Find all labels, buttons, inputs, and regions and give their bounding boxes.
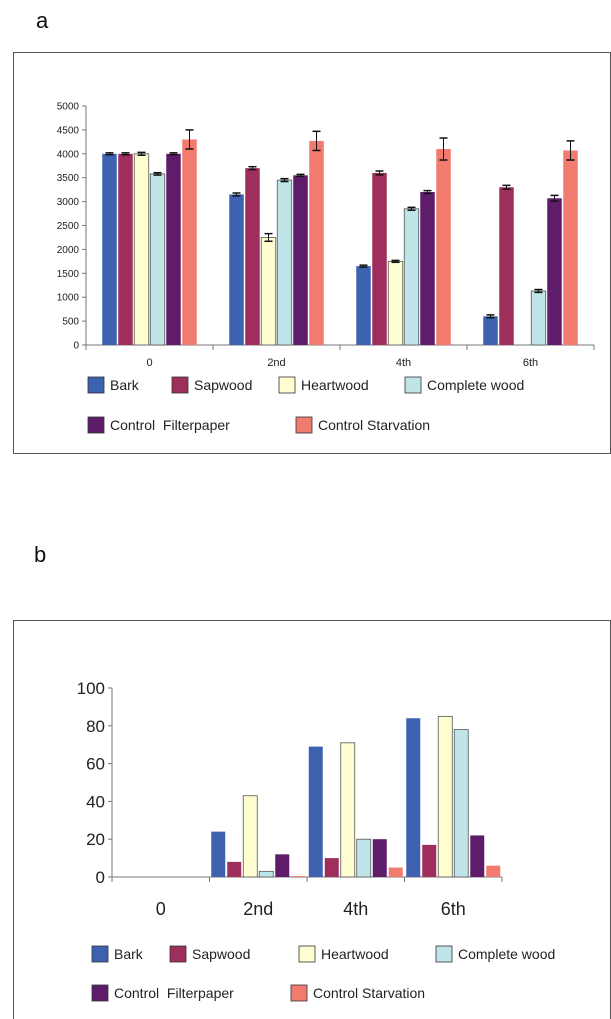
bar-control-filterpaper-6th — [547, 198, 562, 345]
bar-complete-wood-0 — [149, 173, 166, 346]
legend-swatch-complete-wood — [435, 945, 453, 963]
bar-control-filterpaper-6th — [470, 835, 485, 877]
legend-swatch-sapwood — [171, 376, 189, 394]
x-tick-label: 2nd — [243, 899, 273, 919]
bar-control-starvation-0 — [182, 139, 197, 345]
legend-label-control-starvation: Control Starvation — [318, 417, 430, 433]
bar-complete-wood-2nd — [276, 179, 293, 346]
y-tick-label: 0 — [96, 868, 105, 887]
bar-control-filterpaper-4th — [420, 192, 435, 345]
y-tick-label: 4000 — [57, 149, 80, 160]
x-tick-label: 6th — [441, 899, 466, 919]
bar-heartwood-2nd — [242, 795, 258, 878]
legend-swatch-sapwood — [169, 945, 187, 963]
legend-swatch-heartwood — [278, 376, 296, 394]
legend-swatch-bark — [91, 945, 109, 963]
y-tick-label: 3000 — [57, 197, 80, 208]
bar-control-starvation-4th — [436, 149, 451, 345]
y-tick-label: 20 — [86, 830, 105, 849]
bar-control-filterpaper-4th — [372, 839, 387, 877]
bar-control-filterpaper-0 — [166, 153, 181, 345]
bar-sapwood-0 — [118, 153, 133, 345]
bar-sapwood-6th — [499, 187, 514, 345]
bar-sapwood-4th — [372, 172, 387, 345]
y-tick-label: 0 — [73, 341, 79, 352]
x-tick-label: 0 — [156, 899, 166, 919]
bar-heartwood-6th — [437, 715, 453, 878]
legend-label-heartwood: Heartwood — [301, 377, 369, 393]
bar-sapwood-4th — [324, 858, 339, 877]
legend-label-control-filterpaper: Control Filterpaper — [110, 417, 230, 433]
y-tick-label: 100 — [77, 679, 105, 698]
x-tick-label: 4th — [396, 357, 411, 369]
bar-bark-6th — [406, 718, 421, 877]
y-tick-label: 40 — [86, 792, 105, 811]
y-tick-label: 2500 — [57, 221, 80, 232]
legend-label-complete-wood: Complete wood — [458, 946, 555, 962]
bar-control-starvation-2nd — [291, 876, 306, 877]
bar-complete-wood-2nd — [258, 870, 274, 878]
legend-label-control-starvation: Control Starvation — [313, 985, 425, 1001]
legend-label-complete-wood: Complete wood — [427, 377, 524, 393]
bar-control-starvation-6th — [486, 865, 501, 877]
y-tick-label: 1500 — [57, 269, 80, 280]
bar-control-filterpaper-2nd — [293, 175, 308, 345]
x-tick-label: 4th — [343, 899, 368, 919]
bar-complete-wood-6th — [453, 729, 469, 878]
legend-swatch-bark — [87, 376, 105, 394]
legend-swatch-complete-wood — [404, 376, 422, 394]
bar-control-starvation-4th — [388, 867, 403, 877]
bar-complete-wood-4th — [403, 208, 420, 346]
y-tick-label: 500 — [62, 317, 79, 328]
bar-sapwood-6th — [422, 844, 437, 877]
y-tick-label: 3500 — [57, 173, 80, 184]
bar-heartwood-4th — [387, 260, 404, 346]
panel-label-a: a — [36, 8, 49, 33]
bar-heartwood-2nd — [260, 237, 277, 346]
y-tick-label: 80 — [86, 717, 105, 736]
bar-control-starvation-6th — [563, 150, 578, 345]
chart-a: 0 500 1000 1500 2000 2500 3000 3500 4000 4500 5000… — [57, 102, 595, 434]
legend-swatch-control-starvation — [295, 416, 313, 434]
bar-complete-wood-4th — [356, 838, 372, 878]
legend-label-bark: Bark — [110, 377, 140, 393]
bar-bark-0 — [102, 153, 117, 345]
bar-bark-4th — [356, 266, 371, 345]
bar-sapwood-2nd — [245, 168, 260, 345]
x-tick-label: 6th — [523, 357, 538, 369]
legend-label-bark: Bark — [114, 946, 144, 962]
bar-bark-2nd — [211, 831, 226, 877]
bar-complete-wood-6th — [530, 290, 547, 346]
bar-control-filterpaper-2nd — [275, 854, 290, 877]
chart-a-frame: 0 500 1000 1500 2000 2500 3000 3500 4000 4500 5000… — [13, 52, 611, 454]
bar-bark-4th — [308, 746, 323, 877]
x-tick-label: 0 — [146, 357, 152, 369]
legend-label-sapwood: Sapwood — [192, 946, 250, 962]
y-tick-label: 4500 — [57, 125, 80, 136]
bar-heartwood-0 — [133, 153, 150, 346]
y-tick-label: 2000 — [57, 245, 80, 256]
bar-bark-6th — [483, 316, 498, 345]
bar-heartwood-4th — [340, 742, 356, 878]
panel-label-b: b — [34, 542, 47, 567]
y-tick-label: 60 — [86, 755, 105, 774]
x-tick-label: 2nd — [267, 357, 285, 369]
y-tick-label: 1000 — [57, 293, 80, 304]
legend-swatch-control-filterpaper — [87, 416, 105, 434]
legend-swatch-control-starvation — [290, 984, 308, 1002]
bar-control-starvation-2nd — [309, 140, 324, 345]
legend-swatch-control-filterpaper — [91, 984, 109, 1002]
chart-b: 0 20 40 60 80 100 0 2nd 4th 6th Bark Sapwood Heartwo… — [77, 679, 555, 1002]
y-tick-label: 5000 — [57, 102, 80, 113]
legend-swatch-heartwood — [298, 945, 316, 963]
legend-label-control-filterpaper: Control Filterpaper — [114, 985, 234, 1001]
legend-label-heartwood: Heartwood — [321, 946, 389, 962]
bar-sapwood-2nd — [227, 861, 242, 877]
chart-b-frame: 0 20 40 60 80 100 0 2nd 4th 6th Bark Sapwood Heartwo… — [13, 620, 611, 1019]
bar-bark-2nd — [229, 194, 244, 345]
legend-label-sapwood: Sapwood — [194, 377, 252, 393]
